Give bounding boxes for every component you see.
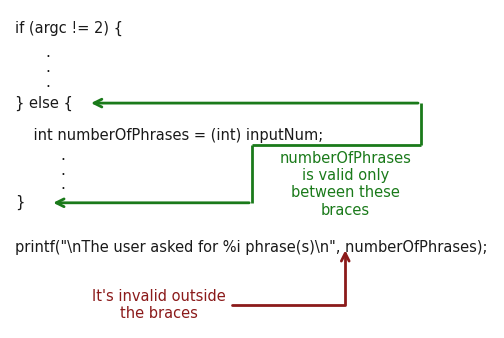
Text: .: . — [60, 163, 66, 177]
Text: numberOfPhrases
is valid only
between these
braces: numberOfPhrases is valid only between th… — [279, 151, 411, 218]
Text: } else {: } else { — [15, 96, 73, 111]
Text: printf("\nThe user asked for %i phrase(s)\n", numberOfPhrases);: printf("\nThe user asked for %i phrase(s… — [15, 240, 487, 255]
Text: It's invalid outside
the braces: It's invalid outside the braces — [92, 289, 226, 321]
Text: .: . — [45, 60, 50, 75]
Text: }: } — [15, 195, 25, 210]
Text: if (argc != 2) {: if (argc != 2) { — [15, 21, 123, 36]
Text: .: . — [60, 177, 66, 192]
Text: .: . — [45, 45, 50, 60]
Text: int numberOfPhrases = (int) inputNum;: int numberOfPhrases = (int) inputNum; — [15, 128, 324, 143]
Text: .: . — [45, 75, 50, 90]
Text: .: . — [60, 148, 66, 163]
